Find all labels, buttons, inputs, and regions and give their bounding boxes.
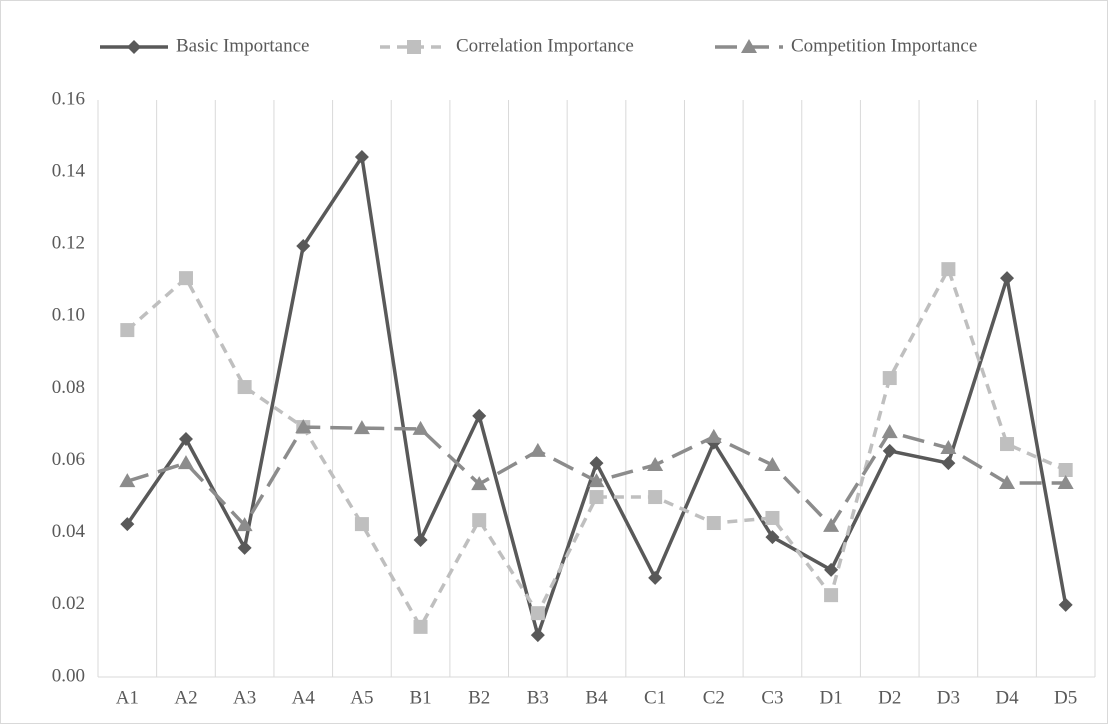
- data-point: [589, 490, 604, 505]
- data-point: [530, 606, 545, 621]
- data-point: [354, 149, 369, 164]
- data-point: [471, 476, 488, 491]
- series-line: [126, 264, 1067, 631]
- data-point: [823, 517, 840, 532]
- legend-label: Basic Importance: [176, 35, 309, 56]
- data-point: [765, 530, 780, 545]
- data-point: [413, 532, 428, 547]
- y-tick-label: 0.00: [52, 665, 85, 686]
- data-point: [705, 428, 722, 443]
- data-point: [999, 474, 1016, 489]
- x-tick-label: C1: [644, 687, 666, 708]
- x-tick-label: D4: [995, 687, 1019, 708]
- data-point: [1057, 474, 1074, 489]
- data-point: [236, 517, 253, 532]
- data-point: [882, 443, 897, 458]
- x-tick-label: D2: [878, 687, 901, 708]
- data-point: [648, 570, 663, 585]
- x-tick-label: D1: [819, 687, 842, 708]
- y-tick-label: 0.02: [52, 593, 85, 614]
- x-tick-label: A5: [350, 687, 373, 708]
- data-point: [472, 408, 487, 423]
- y-tick-label: 0.04: [52, 521, 86, 542]
- data-point: [764, 456, 781, 471]
- data-point: [881, 424, 898, 439]
- data-point: [824, 588, 839, 603]
- legend-label: Competition Importance: [791, 35, 977, 56]
- data-point: [941, 456, 956, 471]
- x-tick-label: C2: [703, 687, 725, 708]
- x-tick-label: B1: [409, 687, 431, 708]
- x-tick-label: A1: [116, 687, 139, 708]
- data-point: [178, 431, 193, 446]
- legend-marker: [127, 40, 141, 54]
- x-tick-label: A3: [233, 687, 256, 708]
- y-tick-label: 0.08: [52, 377, 85, 398]
- x-tick-label: B4: [585, 687, 608, 708]
- x-tick-label: B3: [527, 687, 549, 708]
- data-point: [706, 516, 721, 531]
- data-point: [940, 440, 957, 455]
- data-point: [824, 562, 839, 577]
- legend-marker: [407, 40, 421, 54]
- data-point: [530, 628, 545, 643]
- legend-marker: [741, 39, 757, 53]
- data-point: [589, 456, 604, 471]
- data-point: [882, 371, 897, 386]
- data-point: [120, 323, 135, 338]
- data-point: [413, 619, 428, 634]
- legend-label: Correlation Importance: [456, 35, 634, 56]
- data-point: [237, 540, 252, 555]
- data-point: [1058, 597, 1073, 612]
- x-tick-label: B2: [468, 687, 490, 708]
- data-point: [765, 510, 780, 525]
- x-tick-label: D5: [1054, 687, 1077, 708]
- data-point: [529, 442, 546, 457]
- data-point: [178, 271, 193, 286]
- data-point: [296, 239, 311, 254]
- y-tick-label: 0.14: [52, 160, 86, 181]
- y-tick-label: 0.06: [52, 449, 85, 470]
- data-point: [177, 455, 194, 470]
- x-tick-label: A2: [174, 687, 197, 708]
- data-point: [1000, 271, 1015, 286]
- data-point: [237, 380, 252, 395]
- data-point: [353, 420, 370, 435]
- x-tick-label: C3: [761, 687, 783, 708]
- data-point: [119, 473, 136, 488]
- data-point: [648, 490, 663, 505]
- data-point: [941, 262, 956, 277]
- y-tick-label: 0.10: [52, 305, 85, 326]
- data-point: [354, 517, 369, 532]
- y-tick-label: 0.12: [52, 233, 85, 254]
- data-point: [412, 420, 429, 435]
- data-point: [472, 513, 487, 528]
- data-point: [1058, 463, 1073, 478]
- y-tick-label: 0.16: [52, 88, 85, 109]
- x-tick-label: A4: [292, 687, 316, 708]
- data-point: [647, 456, 664, 471]
- data-point: [1000, 437, 1015, 452]
- data-point: [588, 473, 605, 488]
- data-point: [120, 517, 135, 532]
- data-point: [295, 419, 312, 434]
- x-tick-label: D3: [937, 687, 960, 708]
